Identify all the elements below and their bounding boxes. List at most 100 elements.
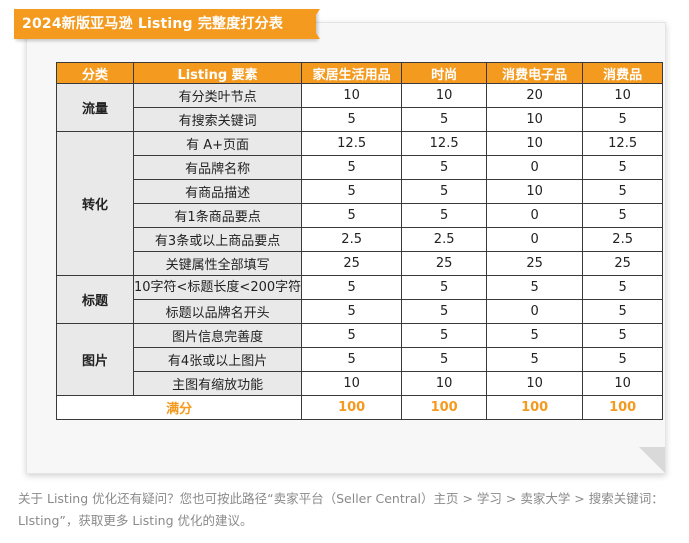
score-cell: 5 — [401, 155, 488, 180]
table-row: 有3条或以上商品要点 2.5 2.5 0 2.5 — [57, 227, 664, 252]
score-cell: 5 — [401, 179, 488, 204]
score-cell: 5 — [401, 107, 488, 132]
table-row: 图片 图片信息完善度 5 5 5 5 — [56, 323, 664, 396]
score-cell: 2.5 — [301, 227, 403, 252]
score-cell: 10 — [301, 83, 403, 108]
category-images: 图片 — [56, 323, 134, 396]
score-cell: 5 — [401, 203, 488, 228]
score-cell: 10 — [401, 83, 488, 108]
score-cell: 2.5 — [401, 227, 488, 252]
score-cell: 5 — [582, 179, 664, 204]
score-cell: 10 — [486, 371, 584, 396]
header-consumables: 消费品 — [582, 62, 664, 84]
header-home: 家居生活用品 — [301, 62, 403, 84]
total-cell: 100 — [301, 395, 403, 420]
score-cell: 5 — [301, 347, 403, 372]
score-cell: 5 — [301, 275, 403, 300]
score-cell: 5 — [301, 179, 403, 204]
total-cell: 100 — [582, 395, 664, 420]
row-label: 有4张或以上图片 — [132, 347, 303, 372]
footer-note: 关于 Listing 优化还有疑问？您也可按此路径“卖家平台（Seller Ce… — [18, 491, 664, 528]
score-cell: 10 — [401, 371, 488, 396]
header-element: Listing 要素 — [132, 62, 303, 84]
score-table: 分类 Listing 要素 家居生活用品 时尚 消费电子品 消费品 流量 有分类… — [55, 62, 664, 420]
score-cell: 10 — [582, 371, 664, 396]
category-traffic: 流量 — [56, 83, 134, 132]
score-cell: 5 — [301, 107, 403, 132]
row-label: 标题以品牌名开头 — [132, 299, 303, 324]
score-cell: 20 — [486, 83, 584, 108]
score-cell: 5 — [401, 299, 488, 324]
score-cell: 5 — [486, 275, 584, 300]
score-cell: 5 — [301, 203, 403, 228]
score-cell: 5 — [301, 323, 403, 348]
score-cell: 5 — [401, 275, 488, 300]
category-conversion: 转化 — [56, 131, 134, 276]
header-category: 分类 — [56, 62, 134, 84]
score-cell: 5 — [582, 299, 664, 324]
table-row: 主图有缩放功能 10 10 10 10 — [57, 371, 664, 396]
score-cell: 25 — [486, 251, 584, 276]
score-cell: 5 — [401, 347, 488, 372]
score-cell: 5 — [582, 203, 664, 228]
score-cell: 0 — [486, 203, 584, 228]
row-label: 有品牌名称 — [132, 155, 303, 180]
score-cell: 0 — [486, 227, 584, 252]
page-title: 2024新版亚马逊 Listing 完整度打分表 — [22, 16, 284, 32]
score-cell: 2.5 — [582, 227, 664, 252]
row-label: 有3条或以上商品要点 — [132, 227, 303, 252]
header-fashion: 时尚 — [401, 62, 488, 84]
page-corner-fold — [639, 447, 665, 473]
score-cell: 5 — [486, 323, 584, 348]
score-cell: 10 — [486, 179, 584, 204]
total-cell: 100 — [401, 395, 488, 420]
score-cell: 25 — [582, 251, 664, 276]
score-cell: 0 — [486, 299, 584, 324]
row-label: 有 A+页面 — [132, 131, 303, 156]
score-cell: 10 — [486, 107, 584, 132]
score-cell: 25 — [301, 251, 403, 276]
banner-notch — [310, 9, 320, 39]
score-cell: 0 — [486, 155, 584, 180]
table-row: 标题以品牌名开头 5 5 0 5 — [57, 299, 664, 324]
row-label: 图片信息完善度 — [132, 323, 303, 348]
header-electronics: 消费电子品 — [486, 62, 584, 84]
row-label: 有搜索关键词 — [132, 107, 303, 132]
score-cell: 5 — [486, 347, 584, 372]
score-cell: 12.5 — [401, 131, 488, 156]
row-label: 有1条商品要点 — [132, 203, 303, 228]
category-title: 标题 — [56, 275, 134, 324]
table-row: 有1条商品要点 5 5 0 5 — [57, 203, 664, 228]
table-row: 有商品描述 5 5 10 5 — [57, 179, 664, 204]
table-row: 有4张或以上图片 5 5 5 5 — [57, 347, 664, 372]
table-row: 有搜索关键词 5 5 10 5 — [57, 107, 664, 132]
row-label: 10字符<标题长度<200字符 — [132, 275, 303, 300]
score-cell: 5 — [582, 323, 664, 348]
table-row: 流量 有分类叶节点 10 10 20 10 — [56, 83, 664, 132]
score-cell: 5 — [582, 347, 664, 372]
row-label: 有分类叶节点 — [132, 83, 303, 108]
score-cell: 5 — [301, 299, 403, 324]
title-banner — [14, 9, 316, 39]
row-label: 关键属性全部填写 — [132, 251, 303, 276]
total-cell: 100 — [486, 395, 584, 420]
score-cell: 5 — [582, 155, 664, 180]
table-row: 转化 有 A+页面 12.5 12.5 10 12.5 — [56, 131, 664, 276]
score-cell: 12.5 — [301, 131, 403, 156]
score-cell: 5 — [582, 107, 664, 132]
table-row: 有品牌名称 5 5 0 5 — [57, 155, 664, 180]
score-cell: 10 — [582, 83, 664, 108]
table-row: 关键属性全部填写 25 25 25 25 — [57, 251, 664, 276]
score-cell: 5 — [582, 275, 664, 300]
score-cell: 10 — [301, 371, 403, 396]
score-cell: 25 — [401, 251, 488, 276]
header-row: 分类 Listing 要素 家居生活用品 时尚 消费电子品 消费品 — [56, 62, 664, 84]
score-cell: 10 — [486, 131, 584, 156]
score-cell: 5 — [301, 155, 403, 180]
total-label: 满分 — [55, 395, 303, 420]
row-label: 主图有缩放功能 — [132, 371, 303, 396]
row-label: 有商品描述 — [132, 179, 303, 204]
score-cell: 5 — [401, 323, 488, 348]
score-cell: 12.5 — [582, 131, 664, 156]
total-row: 满分 100 100 100 100 — [55, 395, 664, 420]
